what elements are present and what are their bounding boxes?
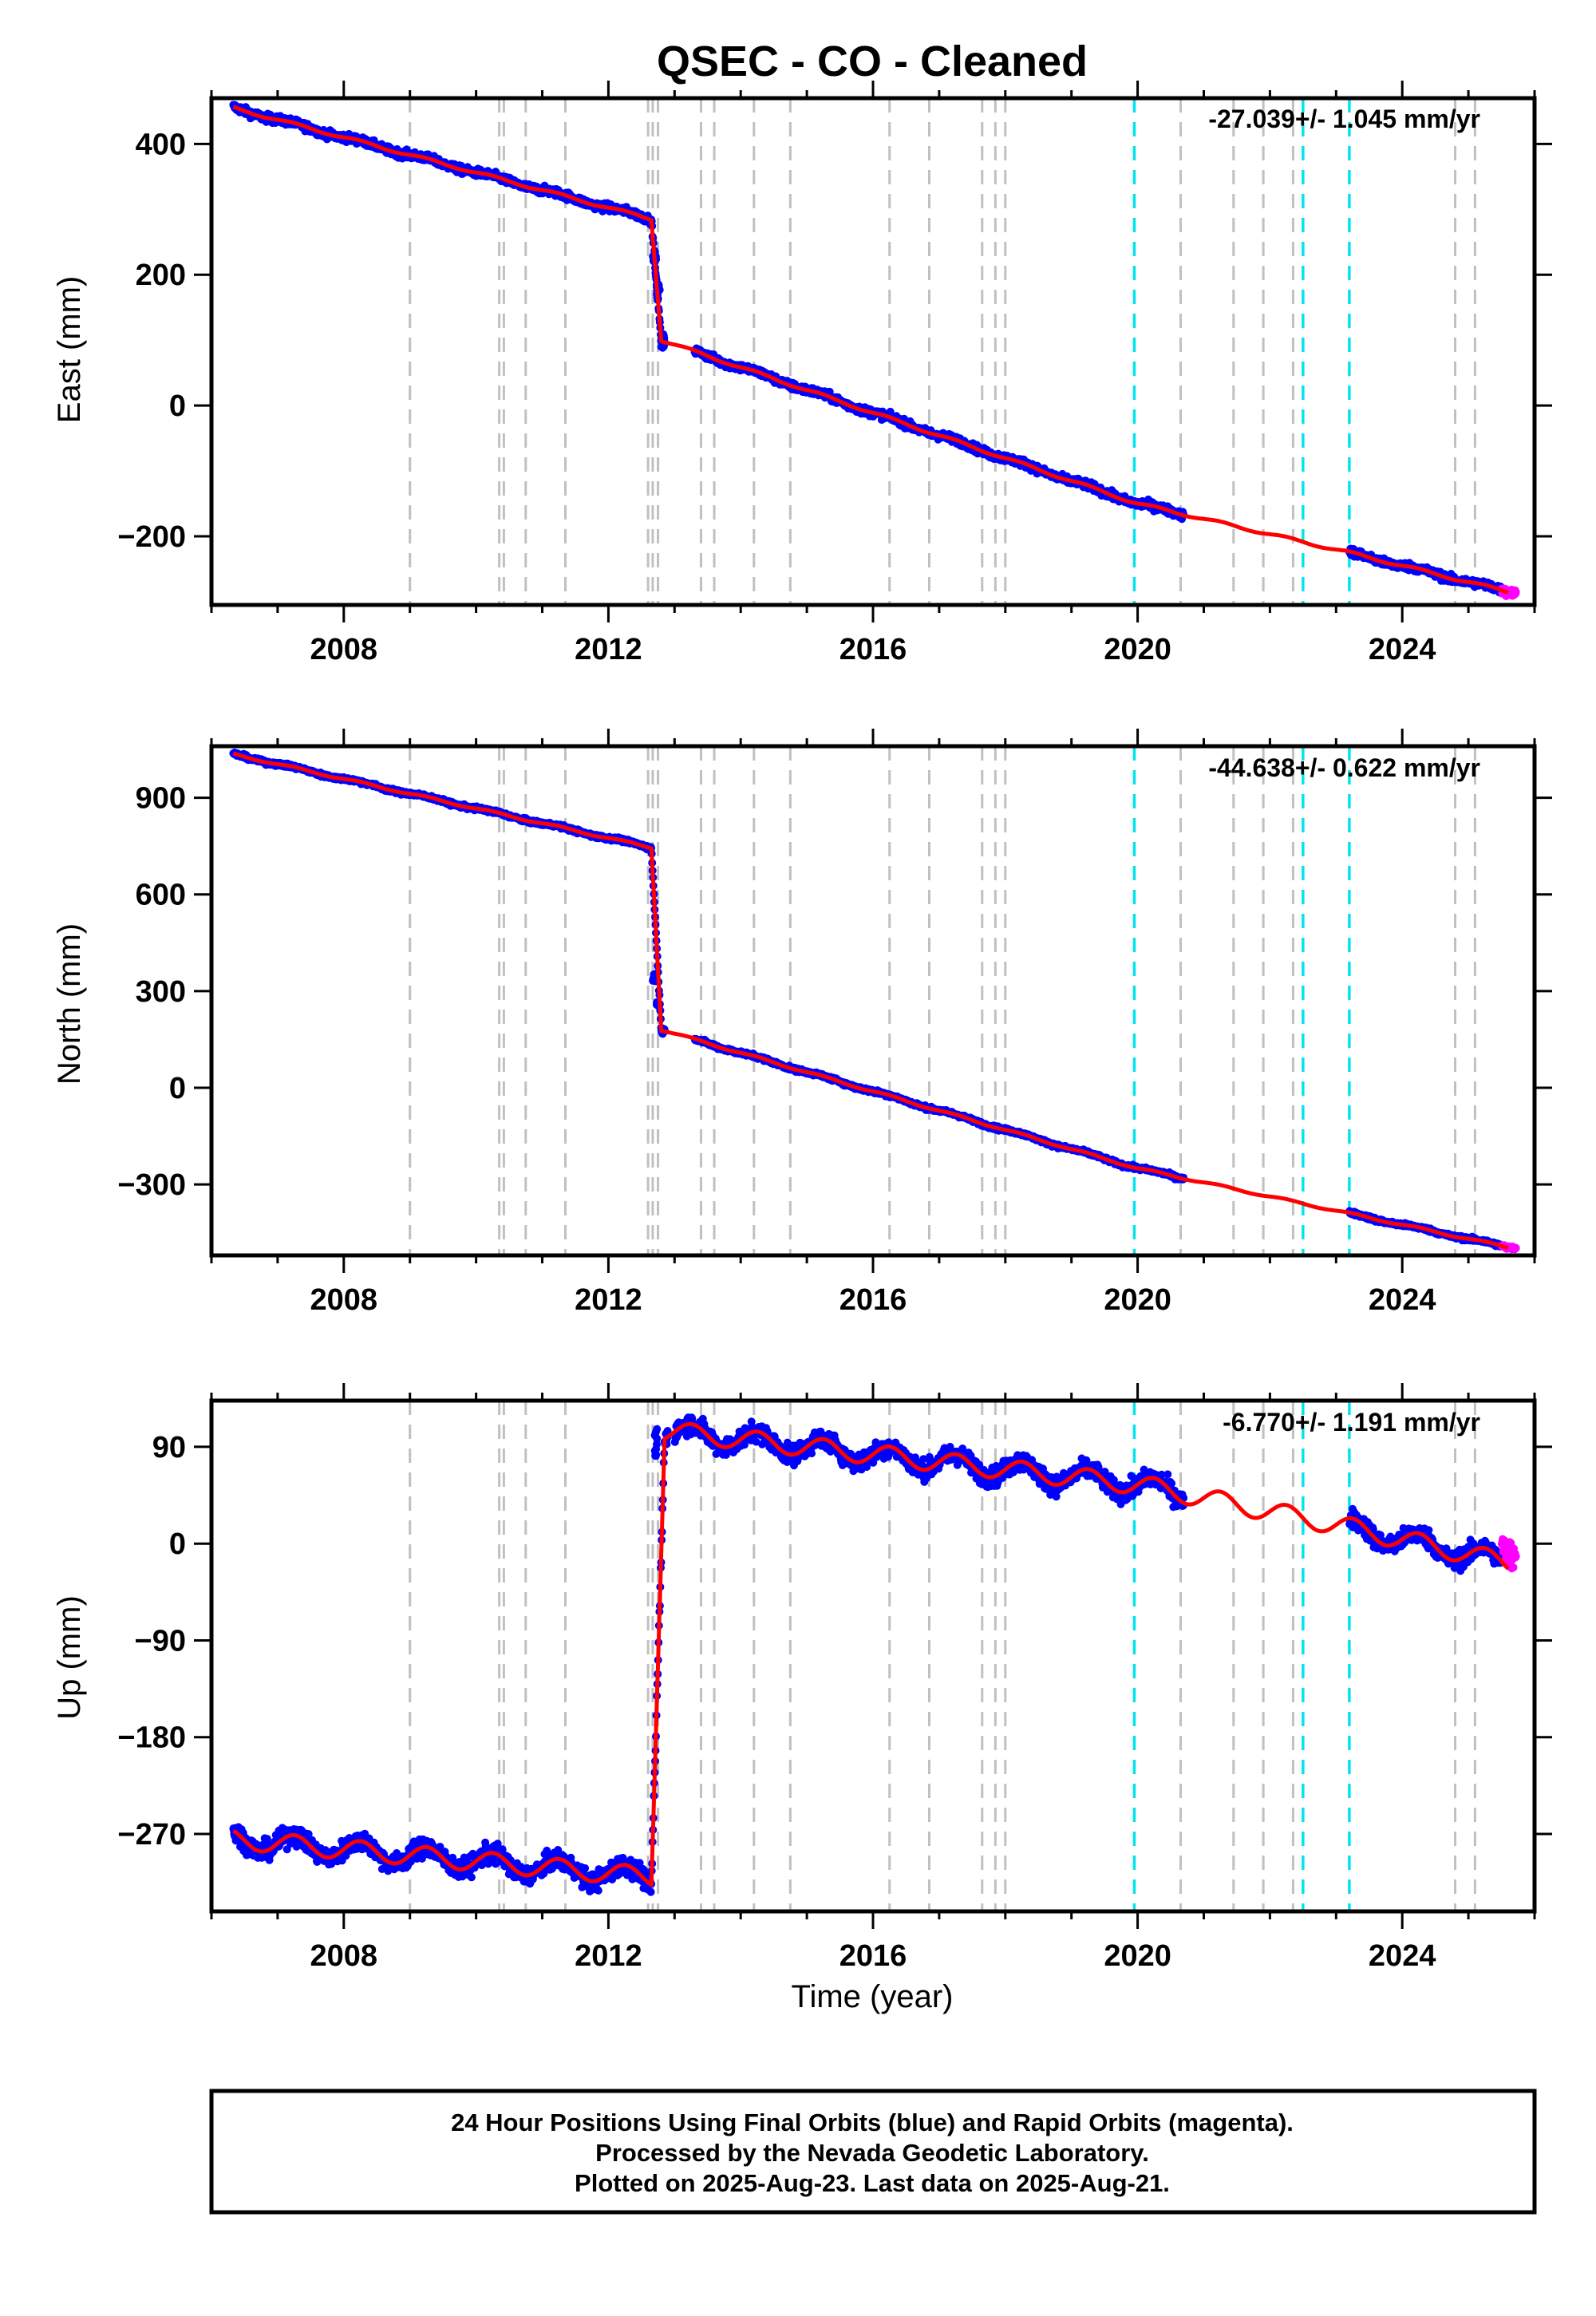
x-tick-label: 2012 [575,633,642,666]
x-tick-label: 2024 [1369,633,1436,666]
y-tick-label: −200 [117,520,186,554]
figure-title: QSEC - CO - Cleaned [657,38,1088,85]
east-rate-label: -27.039+/- 1.045 mm/yr [1208,105,1480,133]
x-tick-label: 2020 [1104,633,1171,666]
rapid-orbit-point [1511,587,1520,596]
y-tick-label: 0 [169,389,186,423]
y-tick-label: 200 [136,259,186,292]
east-y-axis-label: East (mm) [52,276,87,423]
y-tick-label: 400 [136,128,186,161]
x-tick-label: 2016 [839,633,907,666]
east-breaks [409,98,1476,605]
east-panel: 2008 2012 2016 2020 2024 400 200 0 −200 -27.039+… [52,81,1552,666]
x-tick-label: 2008 [310,633,378,666]
